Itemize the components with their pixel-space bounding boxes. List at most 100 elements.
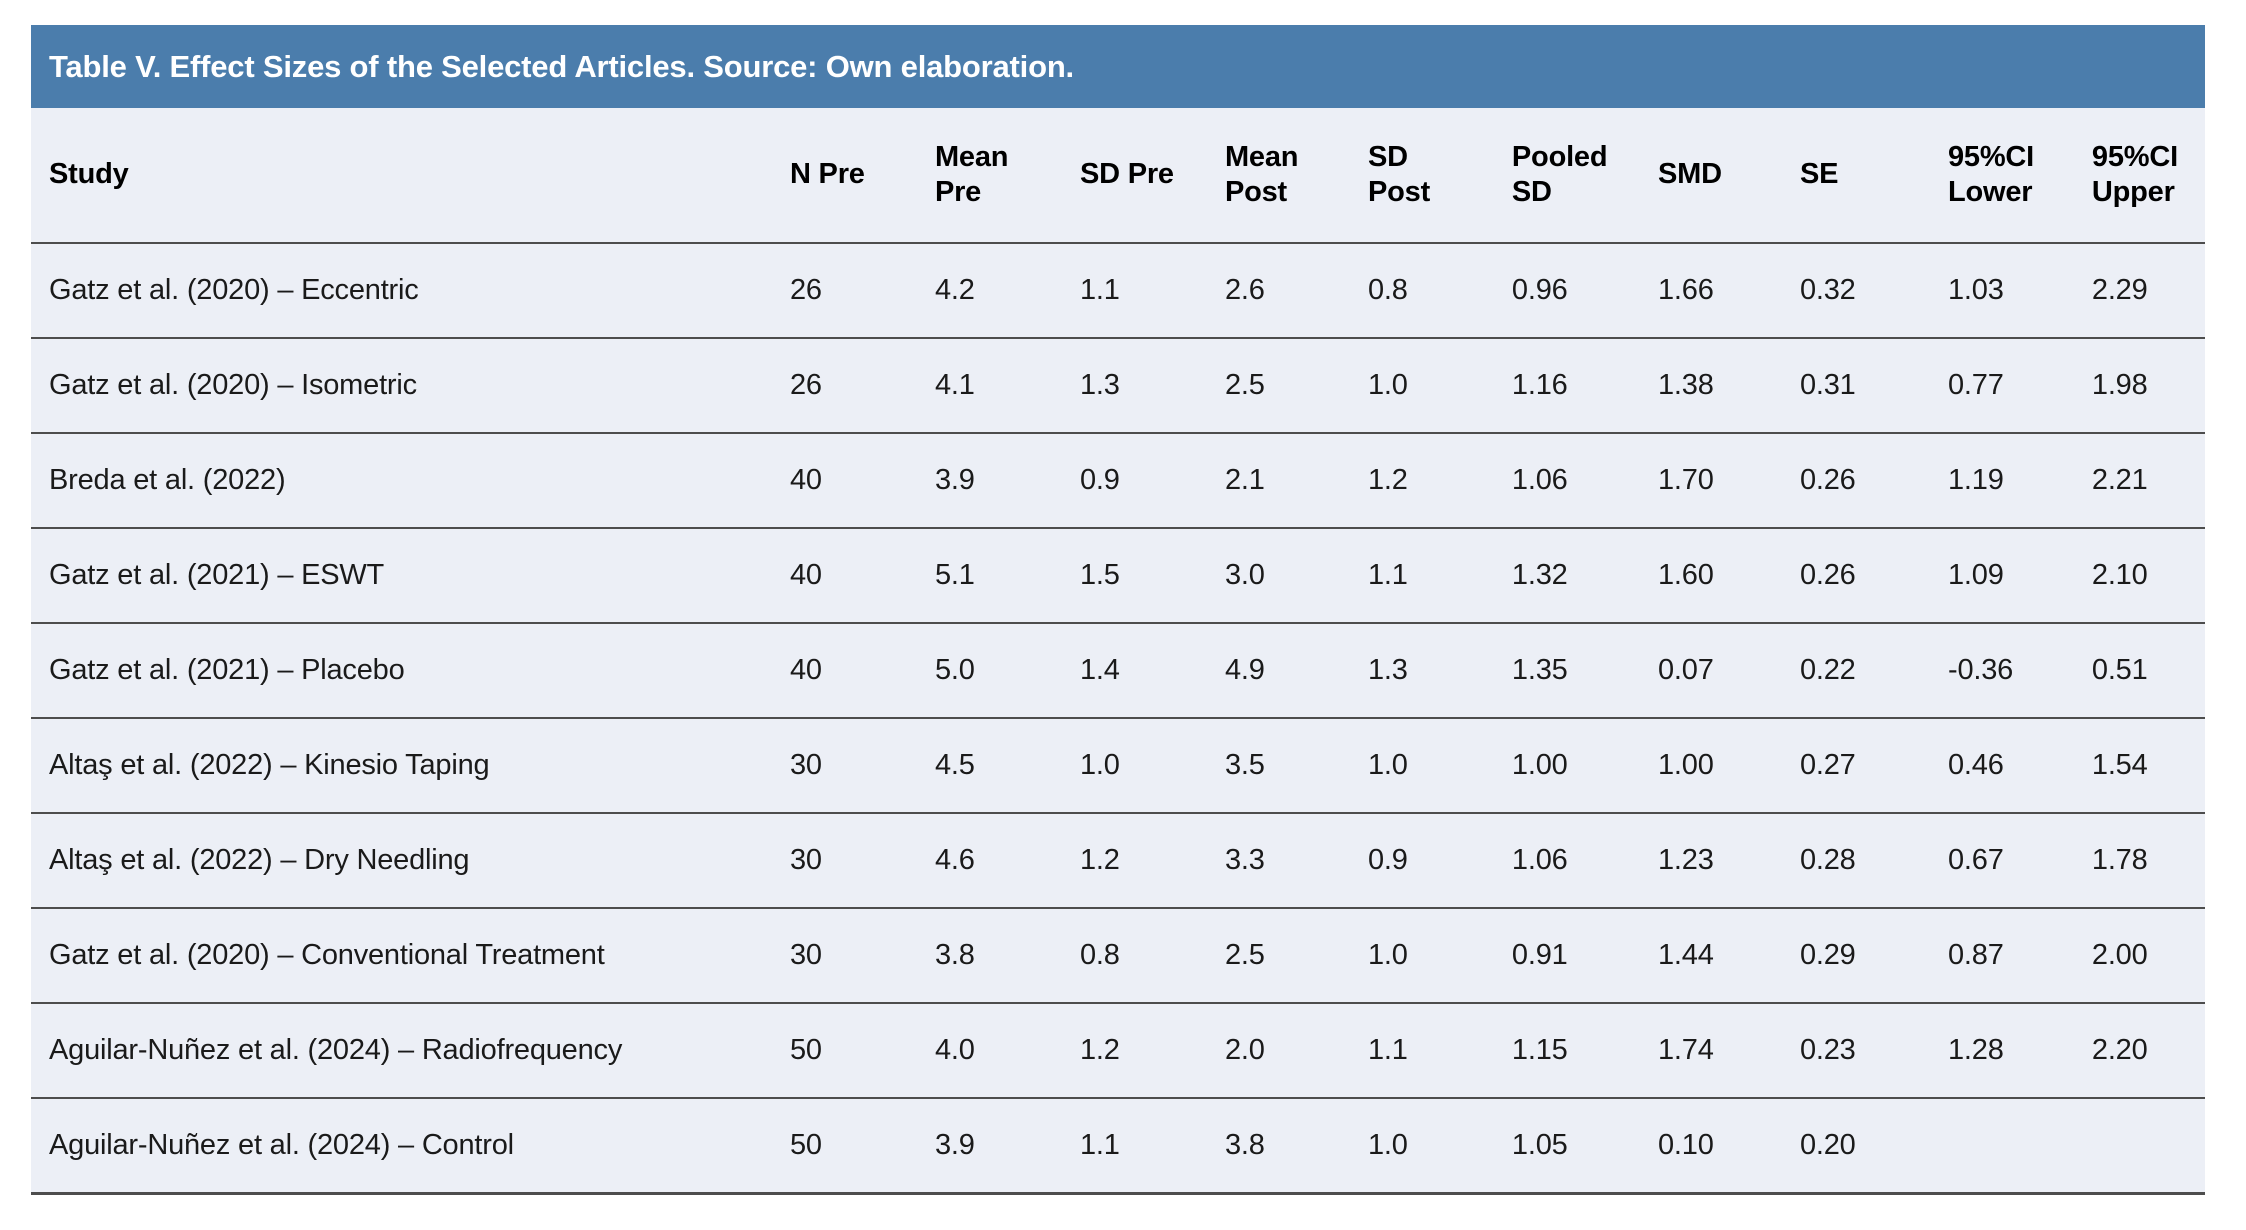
table-header: Study N Pre Mean Pre SD Pre Mean Post SD Post…	[31, 108, 2205, 244]
value-cell: 3.9	[934, 1098, 1080, 1195]
value-cell: 30	[789, 908, 935, 1004]
value-cell: 0.26	[1799, 433, 1948, 529]
value-cell: 1.35	[1511, 623, 1658, 719]
table-title-bar: Table V. Effect Sizes of the Selected Ar…	[31, 25, 2205, 108]
value-cell: 1.19	[1947, 433, 2092, 529]
value-cell: 3.8	[934, 908, 1080, 1004]
value-cell: 2.6	[1224, 243, 1368, 339]
value-cell: 5.1	[934, 528, 1080, 624]
value-cell: 0.8	[1368, 243, 1512, 339]
value-cell: 3.3	[1224, 813, 1368, 909]
table-title: Table V. Effect Sizes of the Selected Ar…	[49, 48, 1074, 84]
value-cell: 30	[789, 813, 935, 909]
value-cell: 4.9	[1224, 623, 1368, 719]
value-cell: 0.77	[1947, 338, 2092, 434]
value-cell: 40	[789, 528, 935, 624]
study-cell: Gatz et al. (2021) – ESWT	[31, 528, 790, 624]
value-cell: 1.2	[1079, 813, 1225, 909]
value-cell: 1.2	[1079, 1003, 1225, 1099]
value-cell: 1.1	[1079, 1098, 1225, 1195]
value-cell: -0.36	[1947, 623, 2092, 719]
value-cell: 0.9	[1079, 433, 1225, 529]
effect-sizes-table-card: Table V. Effect Sizes of the Selected Ar…	[31, 25, 2205, 1195]
value-cell: 1.00	[1657, 718, 1800, 814]
value-cell: 0.22	[1799, 623, 1948, 719]
value-cell: 50	[789, 1098, 935, 1195]
value-cell: 5.0	[934, 623, 1080, 719]
column-header: Pooled SD	[1511, 108, 1658, 244]
value-cell: 3.8	[1224, 1098, 1368, 1195]
value-cell: 2.00	[2091, 908, 2205, 1004]
value-cell: 1.70	[1657, 433, 1800, 529]
value-cell: 30	[789, 718, 935, 814]
value-cell: 2.5	[1224, 338, 1368, 434]
value-cell: 1.44	[1657, 908, 1800, 1004]
value-cell: 0.87	[1947, 908, 2092, 1004]
value-cell: 1.0	[1368, 1098, 1512, 1195]
value-cell: 2.1	[1224, 433, 1368, 529]
value-cell: 4.6	[934, 813, 1080, 909]
value-cell: 1.54	[2091, 718, 2205, 814]
table-row: Gatz et al. (2021) – Placebo 40 5.0 1.4 4.9 1…	[31, 623, 2205, 719]
value-cell: 1.28	[1947, 1003, 2092, 1099]
value-cell: 4.5	[934, 718, 1080, 814]
value-cell: 26	[789, 338, 935, 434]
value-cell: 1.06	[1511, 433, 1658, 529]
value-cell: 0.32	[1799, 243, 1948, 339]
value-cell: 2.0	[1224, 1003, 1368, 1099]
value-cell: 1.16	[1511, 338, 1658, 434]
value-cell: 1.23	[1657, 813, 1800, 909]
value-cell: 1.0	[1079, 718, 1225, 814]
value-cell: 0.51	[2091, 623, 2205, 719]
column-header: SD Pre	[1079, 108, 1225, 244]
value-cell: 3.0	[1224, 528, 1368, 624]
column-header: Mean Pre	[934, 108, 1080, 244]
table-row: Aguilar-Nuñez et al. (2024) – Control 50 3…	[31, 1098, 2205, 1195]
value-cell: 1.38	[1657, 338, 1800, 434]
value-cell: 1.06	[1511, 813, 1658, 909]
study-cell: Gatz et al. (2020) – Conventional Treatm…	[31, 908, 790, 1004]
header-row: Study N Pre Mean Pre SD Pre Mean Post SD Post…	[31, 108, 2205, 244]
value-cell: 1.74	[1657, 1003, 1800, 1099]
study-cell: Altaş et al. (2022) – Kinesio Taping	[31, 718, 790, 814]
study-cell: Gatz et al. (2021) – Placebo	[31, 623, 790, 719]
table-row: Aguilar-Nuñez et al. (2024) – Radiofrequ…	[31, 1003, 2205, 1099]
value-cell: 4.1	[934, 338, 1080, 434]
value-cell: 0.31	[1799, 338, 1948, 434]
value-cell: 1.60	[1657, 528, 1800, 624]
value-cell: 1.2	[1368, 433, 1512, 529]
table-row: Breda et al. (2022) 40 3.9 0.9 2.1 1.2 1.06 1.7…	[31, 433, 2205, 529]
value-cell: 1.1	[1079, 243, 1225, 339]
table-row: Altaş et al. (2022) – Dry Needling 30 4.6 1…	[31, 813, 2205, 909]
value-cell: 1.03	[1947, 243, 2092, 339]
table-row: Gatz et al. (2020) – Eccentric 26 4.2 1.1 2.…	[31, 243, 2205, 339]
value-cell: 1.98	[2091, 338, 2205, 434]
column-header: 95%CI Lower	[1947, 108, 2092, 244]
study-cell: Altaş et al. (2022) – Dry Needling	[31, 813, 790, 909]
value-cell	[1947, 1098, 2092, 1195]
column-header: Mean Post	[1224, 108, 1368, 244]
value-cell: 0.8	[1079, 908, 1225, 1004]
value-cell: 4.2	[934, 243, 1080, 339]
value-cell: 1.3	[1368, 623, 1512, 719]
study-cell: Aguilar-Nuñez et al. (2024) – Radiofrequ…	[31, 1003, 790, 1099]
value-cell: 1.05	[1511, 1098, 1658, 1195]
study-cell: Gatz et al. (2020) – Eccentric	[31, 243, 790, 339]
value-cell: 0.20	[1799, 1098, 1948, 1195]
table-row: Gatz et al. (2021) – ESWT 40 5.1 1.5 3.0 1.1 1…	[31, 528, 2205, 624]
value-cell: 4.0	[934, 1003, 1080, 1099]
column-header: SD Post	[1368, 108, 1512, 244]
table-row: Gatz et al. (2020) – Isometric 26 4.1 1.3 2.…	[31, 338, 2205, 434]
value-cell: 1.00	[1511, 718, 1658, 814]
value-cell: 50	[789, 1003, 935, 1099]
value-cell: 0.46	[1947, 718, 2092, 814]
value-cell: 2.10	[2091, 528, 2205, 624]
study-cell: Breda et al. (2022)	[31, 433, 790, 529]
column-header: Study	[31, 108, 790, 244]
value-cell: 26	[789, 243, 935, 339]
table-row: Gatz et al. (2020) – Conventional Treatm…	[31, 908, 2205, 1004]
value-cell: 1.1	[1368, 1003, 1512, 1099]
value-cell: 1.32	[1511, 528, 1658, 624]
value-cell: 2.29	[2091, 243, 2205, 339]
